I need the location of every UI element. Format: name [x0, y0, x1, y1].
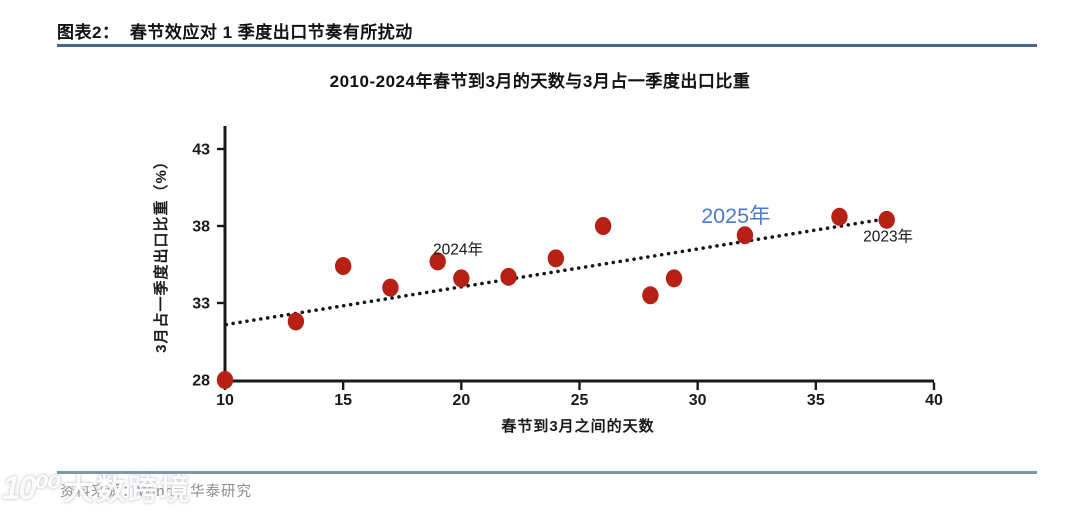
scatter-point	[547, 249, 565, 268]
chart-title: 2010-2024年春节到3月的天数与3月占一季度出口比重	[329, 72, 751, 91]
figure-header-title: 图表2： 春节效应对 1 季度出口节奏有所扰动	[57, 23, 413, 42]
source-note: 资料来源：Wind，华泰研究	[60, 484, 253, 500]
footer-divider-line	[57, 471, 1037, 474]
scatter-point	[594, 217, 612, 235]
scatter-point	[429, 252, 446, 271]
scatter-point	[334, 257, 352, 276]
annotation-2023年: 2023年	[863, 227, 913, 245]
x-axis-title: 春节到3月之间的天数	[501, 417, 654, 435]
trendline-dotted	[224, 217, 887, 327]
header-divider-line	[57, 44, 1037, 47]
y-axis-title: 3月占一季度出口比重（%）	[152, 153, 170, 353]
scatter-point	[665, 269, 683, 288]
scatter-point	[831, 207, 848, 226]
x-tick-label: 40	[925, 392, 943, 409]
scatter-point	[642, 286, 659, 305]
y-tick-label: 38	[192, 219, 210, 236]
scatter-point	[878, 210, 895, 229]
scatter-point	[500, 267, 517, 286]
y-tick-label: 43	[192, 142, 210, 159]
y-tick-label: 33	[192, 296, 210, 313]
scatter-point	[736, 226, 754, 245]
x-tick-label: 25	[571, 392, 589, 409]
x-tick-label: 35	[807, 392, 825, 409]
scatter-point	[216, 371, 234, 389]
scatter-point	[382, 278, 399, 297]
annotation-2024年: 2024年	[433, 240, 483, 258]
annotation-2025年: 2025年	[701, 204, 770, 228]
x-tick-label: 10	[216, 392, 234, 409]
scatter-point	[453, 269, 470, 288]
x-tick-label: 15	[334, 392, 352, 409]
x-tick-label: 20	[452, 392, 470, 409]
x-tick-label: 30	[689, 392, 707, 409]
y-tick-label: 28	[192, 373, 210, 390]
scatter-point	[287, 312, 305, 331]
